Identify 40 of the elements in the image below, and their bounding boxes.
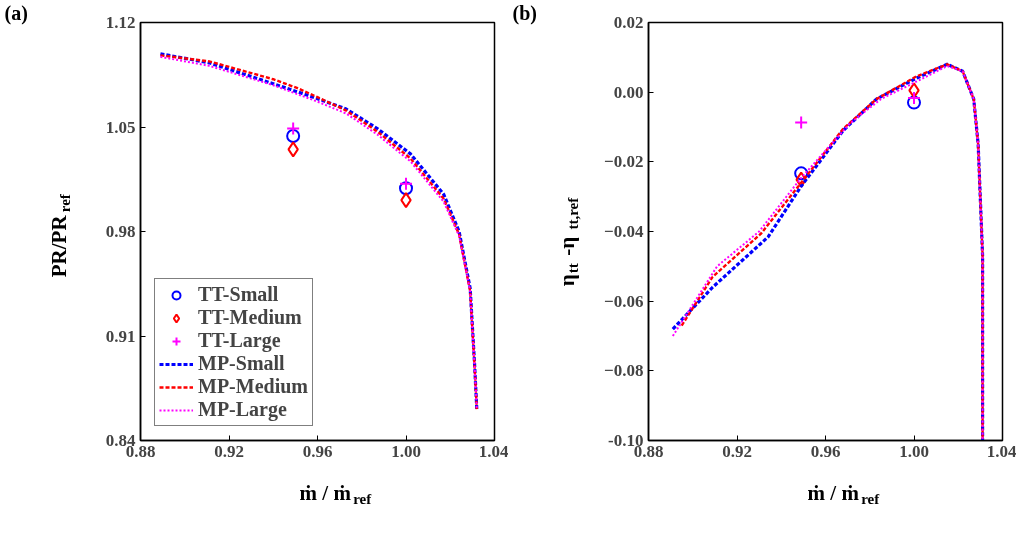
legend-label: MP-Small — [198, 352, 285, 375]
x-tick-label: 0.92 — [722, 441, 752, 461]
y-axis-title: PR/PRref — [46, 193, 73, 278]
point — [795, 171, 807, 188]
legend-label: TT-Large — [198, 329, 281, 352]
y-tick-label: 0.02 — [613, 13, 644, 32]
y-tick-label: 1.05 — [105, 117, 136, 137]
y-tick-label: 1.12 — [105, 13, 136, 32]
y-tick-label: −0.02 — [604, 152, 644, 172]
point — [907, 91, 921, 106]
point — [907, 95, 921, 110]
y-tick-label: −0.04 — [604, 222, 644, 241]
point — [287, 141, 299, 158]
point — [908, 82, 920, 99]
x-tick-label: 0.92 — [214, 441, 244, 461]
chart-title: (a) — [4, 1, 28, 25]
y-tick-label: 0.98 — [105, 222, 136, 241]
x-tick-label: 0.96 — [302, 441, 333, 461]
point — [286, 121, 301, 136]
x-tick-label: 1.00 — [391, 441, 421, 461]
point — [794, 166, 809, 181]
point — [794, 115, 809, 130]
point — [399, 181, 413, 196]
point — [400, 192, 412, 209]
chart-title: (b) — [512, 1, 537, 25]
x-tick-label: 1.00 — [899, 441, 929, 461]
legend-label: TT-Medium — [198, 306, 302, 329]
x-tick-label: 0.96 — [810, 441, 841, 461]
y-tick-label: −0.08 — [604, 361, 644, 381]
y-axis-title: ηtt-ηtt,ref — [554, 196, 581, 287]
legend-label: MP-Medium — [198, 375, 308, 398]
y-tick-label: 0.91 — [105, 326, 136, 346]
point — [399, 176, 413, 191]
y-tick-label: 0.00 — [613, 82, 644, 102]
x-tick-label: 1.04 — [986, 441, 1017, 461]
legend-label: TT-Small — [198, 283, 279, 306]
legend-label: MP-Large — [198, 398, 287, 421]
y-tick-label: −0.06 — [604, 291, 644, 311]
x-tick-label: 1.04 — [478, 441, 509, 461]
point — [286, 128, 301, 143]
